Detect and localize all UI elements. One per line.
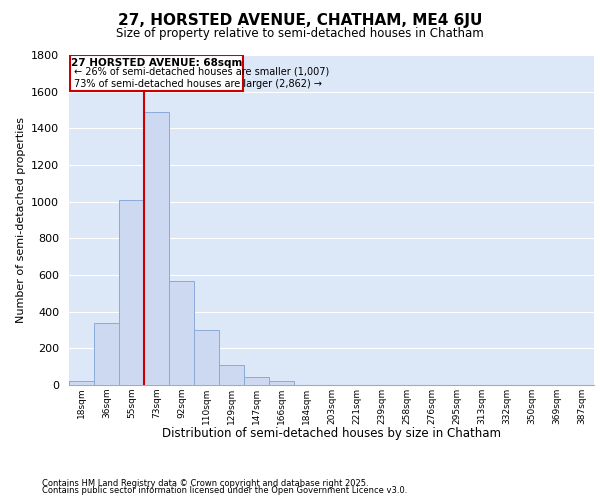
Bar bbox=[144, 112, 169, 385]
Bar bbox=[69, 382, 94, 385]
Bar bbox=[269, 382, 294, 385]
Text: 27 HORSTED AVENUE: 68sqm: 27 HORSTED AVENUE: 68sqm bbox=[71, 58, 242, 68]
Text: Contains HM Land Registry data © Crown copyright and database right 2025.: Contains HM Land Registry data © Crown c… bbox=[42, 478, 368, 488]
Bar bbox=[169, 280, 194, 385]
X-axis label: Distribution of semi-detached houses by size in Chatham: Distribution of semi-detached houses by … bbox=[162, 427, 501, 440]
Text: Contains public sector information licensed under the Open Government Licence v3: Contains public sector information licen… bbox=[42, 486, 407, 495]
Text: 27, HORSTED AVENUE, CHATHAM, ME4 6JU: 27, HORSTED AVENUE, CHATHAM, ME4 6JU bbox=[118, 12, 482, 28]
Bar bbox=[194, 330, 219, 385]
Text: ← 26% of semi-detached houses are smaller (1,007): ← 26% of semi-detached houses are smalle… bbox=[74, 66, 329, 76]
Text: 73% of semi-detached houses are larger (2,862) →: 73% of semi-detached houses are larger (… bbox=[74, 80, 322, 90]
Text: Size of property relative to semi-detached houses in Chatham: Size of property relative to semi-detach… bbox=[116, 28, 484, 40]
Bar bbox=[94, 322, 119, 385]
Y-axis label: Number of semi-detached properties: Number of semi-detached properties bbox=[16, 117, 26, 323]
Bar bbox=[244, 377, 269, 385]
Bar bbox=[119, 200, 144, 385]
Bar bbox=[70, 55, 243, 91]
Bar bbox=[219, 365, 244, 385]
